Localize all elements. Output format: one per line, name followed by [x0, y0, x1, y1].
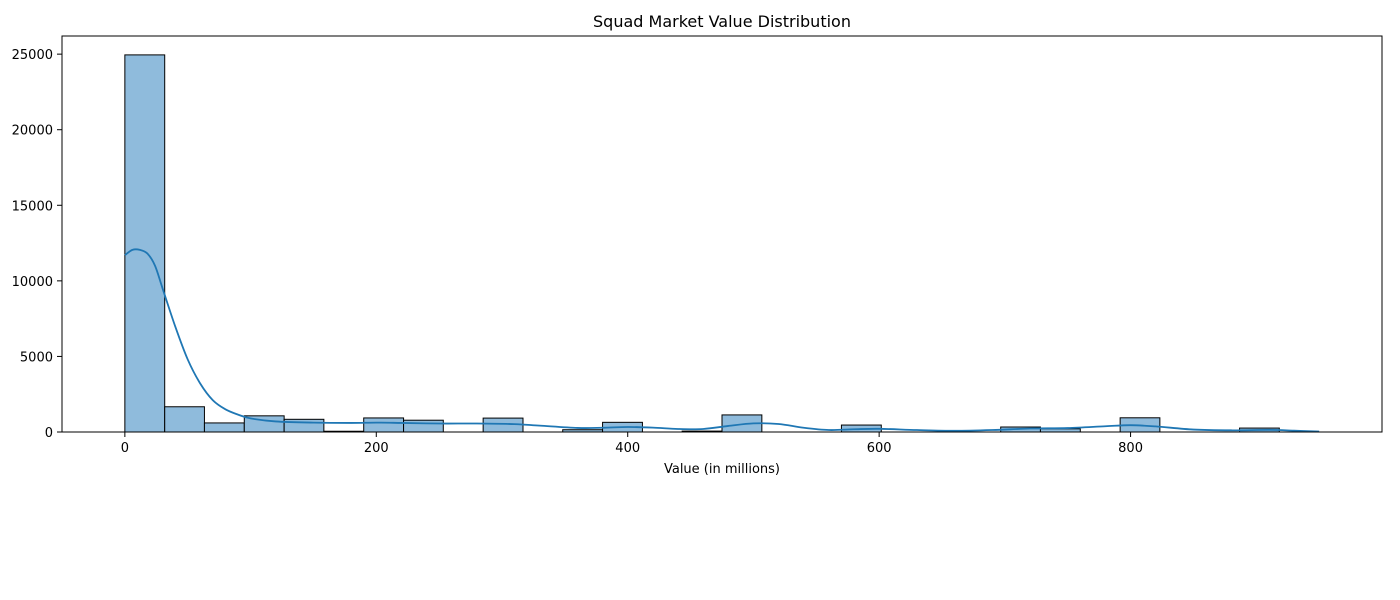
histogram-bar: [164, 406, 205, 433]
x-tick-label: 800: [1118, 441, 1143, 456]
y-tick-label: 0: [45, 426, 53, 441]
y-tick-label: 10000: [12, 275, 53, 290]
histogram-bar: [124, 54, 166, 433]
ticks-layer: 0 200 400 600 800 0 5000 10000 15000 20000 25000: [12, 48, 1143, 456]
y-tick-label: 5000: [20, 350, 53, 365]
plot-frame: [61, 35, 1383, 433]
y-tick-label: 20000: [12, 124, 53, 139]
x-tick-label: 400: [615, 441, 640, 456]
histogram-bar: [403, 419, 444, 433]
y-tick-label: 25000: [12, 48, 53, 63]
x-tick-label: 200: [364, 441, 389, 456]
chart-title: Squad Market Value Distribution: [593, 12, 851, 31]
x-tick-label: 0: [121, 441, 129, 456]
y-tick-label: 15000: [12, 199, 53, 214]
bars-layer: [124, 54, 1280, 433]
kde-layer: [124, 248, 1320, 433]
axes-layer: [61, 35, 1383, 433]
x-axis-title: Value (in millions): [664, 462, 780, 477]
x-tick-label: 600: [867, 441, 892, 456]
histogram-bar: [363, 417, 405, 433]
kde-line: [124, 248, 1320, 433]
histogram-bar: [203, 422, 245, 433]
